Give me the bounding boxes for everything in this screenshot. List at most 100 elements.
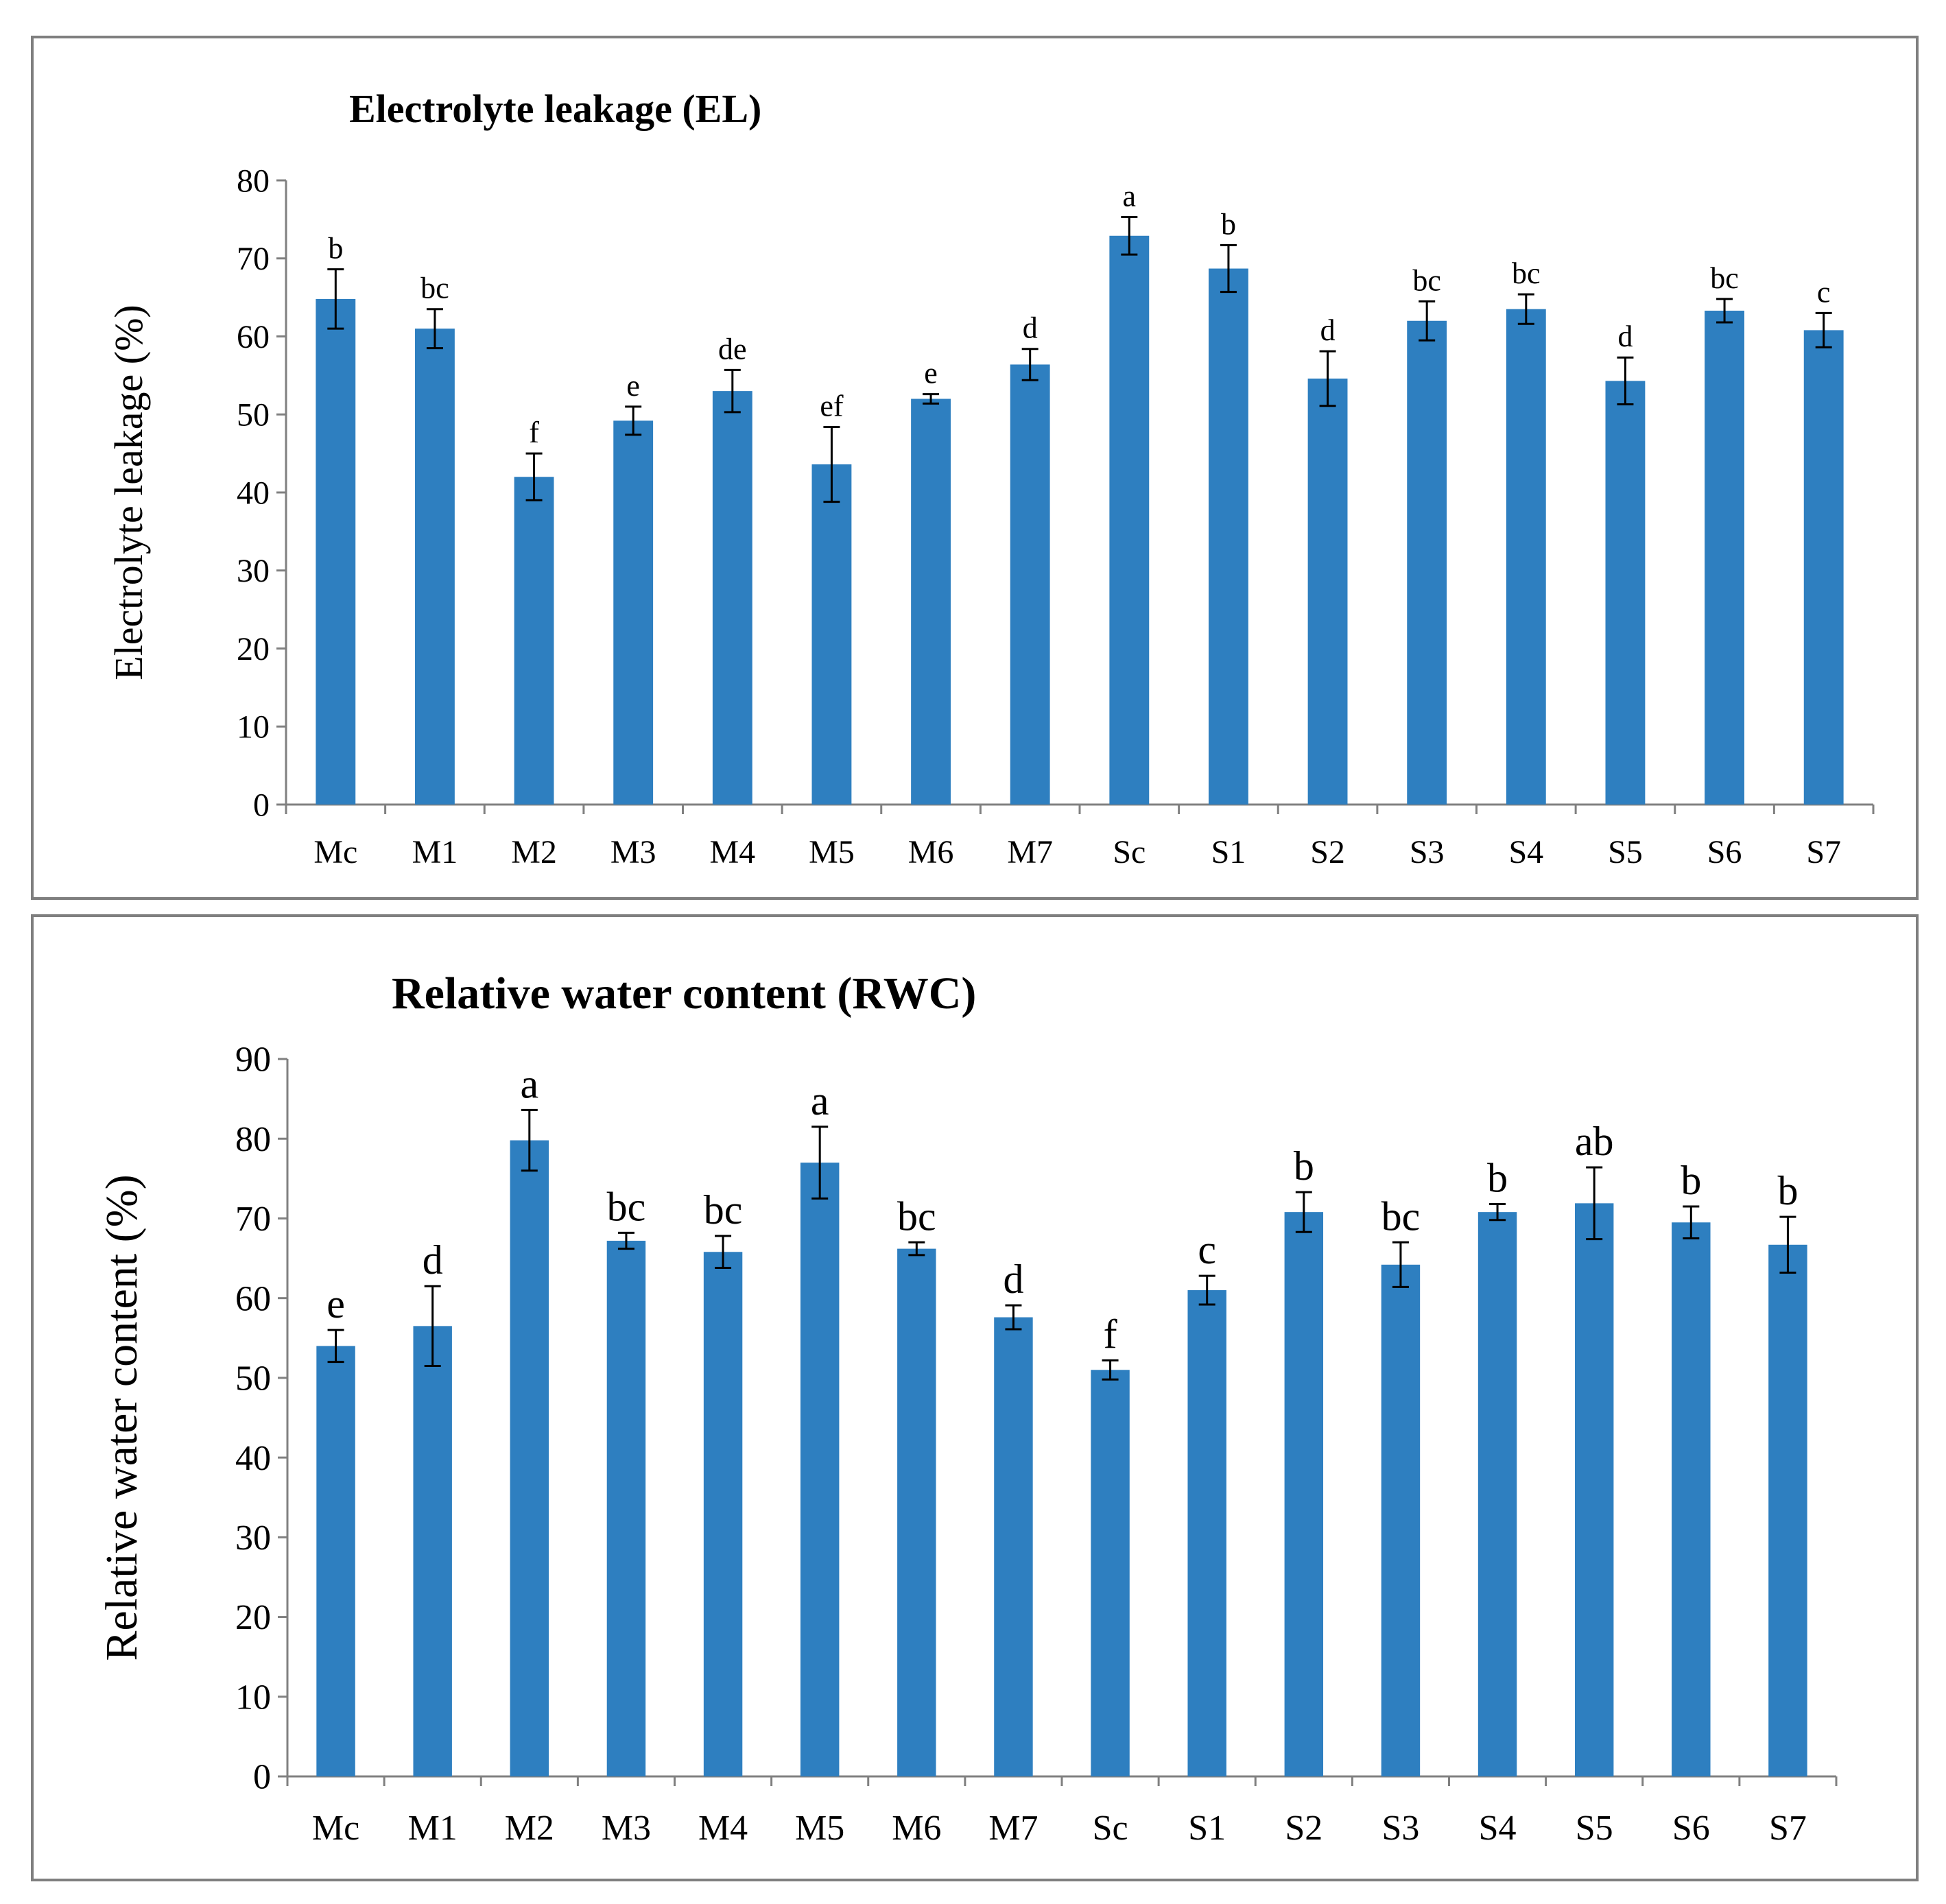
y-axis-label: Electrolyte leakage (%) (106, 305, 151, 680)
significance-label-S5: ab (1575, 1119, 1614, 1164)
significance-label-M7: d (1023, 311, 1038, 345)
x-tick-label-M5: M5 (795, 1809, 844, 1848)
y-tick-label: 80 (235, 1120, 271, 1159)
bar-S7 (1768, 1244, 1807, 1776)
y-tick-label: 80 (237, 163, 270, 199)
bar-M5 (800, 1163, 840, 1776)
bar-Sc (1091, 1370, 1130, 1776)
x-tick-label-M4: M4 (709, 834, 755, 870)
significance-label-S3: bc (1412, 263, 1441, 297)
x-tick-label-M6: M6 (908, 834, 954, 870)
y-tick-label: 30 (235, 1519, 271, 1558)
significance-label-S5: d (1617, 320, 1633, 353)
electrolyte-leakage-panel: Electrolyte leakage (EL) Electrolyte leak… (31, 36, 1919, 900)
significance-label-M6: e (924, 357, 938, 390)
y-tick-label: 10 (237, 709, 270, 746)
x-tick-label-Mc: Mc (313, 834, 357, 870)
x-tick-label-S2: S2 (1285, 1809, 1322, 1848)
x-tick-label-S2: S2 (1310, 834, 1345, 870)
x-tick-label-Sc: Sc (1113, 834, 1146, 870)
x-tick-label-S6: S6 (1707, 834, 1742, 870)
electrolyte-leakage-chart: Electrolyte leakage (EL) Electrolyte leak… (106, 86, 1875, 870)
x-tick-label-S1: S1 (1188, 1809, 1226, 1848)
chart-title: Electrolyte leakage (EL) (349, 86, 761, 131)
significance-label-M4: de (718, 332, 747, 366)
x-tick-label-M7: M7 (1007, 834, 1053, 870)
y-tick-label: 10 (235, 1678, 271, 1717)
y-tick-label: 40 (237, 475, 270, 511)
significance-label-M2: a (520, 1061, 538, 1106)
x-tick-label-M2: M2 (505, 1809, 554, 1848)
significance-label-S1: c (1198, 1227, 1216, 1272)
significance-label-Mc: b (328, 232, 343, 265)
bar-M3 (613, 420, 654, 805)
bar-M1 (415, 329, 455, 805)
significance-label-M1: d (423, 1237, 443, 1283)
significance-label-M5: ef (820, 389, 844, 423)
y-tick-label: 30 (237, 553, 270, 589)
y-tick-label: 60 (237, 319, 270, 355)
y-tick-label: 60 (235, 1279, 271, 1318)
x-tick-label-S4: S4 (1508, 834, 1543, 870)
bar-M2 (514, 477, 554, 805)
x-tick-label-M4: M4 (698, 1809, 748, 1848)
bar-M7 (1010, 364, 1050, 805)
x-tick-label-S1: S1 (1211, 834, 1246, 870)
y-tick-label: 0 (253, 787, 270, 823)
significance-label-M1: bc (420, 272, 449, 305)
bar-M6 (911, 398, 951, 805)
x-tick-label-M5: M5 (809, 834, 855, 870)
x-tick-label-S4: S4 (1479, 1809, 1517, 1848)
significance-label-S4: b (1487, 1156, 1508, 1201)
significance-label-S1: b (1221, 207, 1236, 241)
significance-label-M2: f (529, 416, 539, 449)
x-tick-label-S7: S7 (1806, 834, 1841, 870)
bar-Mc (316, 298, 356, 805)
bar-S4 (1478, 1212, 1517, 1776)
significance-label-S3: bc (1381, 1193, 1421, 1239)
x-tick-label-S5: S5 (1608, 834, 1643, 870)
bar-M7 (994, 1317, 1033, 1776)
bar-S6 (1705, 310, 1744, 805)
x-tick-label-M1: M1 (412, 834, 458, 870)
x-tick-label-S5: S5 (1576, 1809, 1613, 1848)
significance-label-S6: bc (1710, 261, 1739, 295)
x-tick-label-Mc: Mc (312, 1809, 359, 1848)
bar-M2 (510, 1140, 549, 1776)
x-tick-label-M3: M3 (610, 834, 656, 870)
bar-M5 (811, 464, 852, 805)
y-axis-label: Relative water content (%) (97, 1174, 147, 1661)
y-tick-label: 90 (235, 1040, 271, 1080)
significance-label-Sc: a (1123, 179, 1137, 213)
x-tick-label-S3: S3 (1410, 834, 1445, 870)
y-tick-label: 20 (237, 631, 270, 667)
bar-M4 (712, 391, 752, 805)
bar-S3 (1381, 1264, 1421, 1776)
significance-label-M6: bc (897, 1193, 936, 1239)
significance-label-S7: c (1817, 275, 1831, 309)
bar-S5 (1574, 1203, 1614, 1776)
y-tick-label: 50 (235, 1359, 271, 1399)
x-tick-label-S6: S6 (1672, 1809, 1710, 1848)
significance-label-Mc: e (327, 1281, 345, 1326)
chart-title: Relative water content (RWC) (392, 968, 976, 1019)
relative-water-content-chart: Relative water content (RWC) Relative wat… (97, 968, 1838, 1848)
bar-M1 (413, 1326, 452, 1776)
x-tick-label-M6: M6 (892, 1809, 941, 1848)
significance-label-S2: b (1294, 1143, 1314, 1189)
x-tick-label-Sc: Sc (1093, 1809, 1128, 1848)
bar-Mc (316, 1346, 355, 1776)
significance-label-Sc: f (1104, 1311, 1117, 1357)
x-tick-label-M7: M7 (988, 1809, 1038, 1848)
significance-label-M3: e (626, 369, 640, 403)
bar-M4 (703, 1252, 743, 1776)
x-tick-label-S7: S7 (1769, 1809, 1807, 1848)
x-tick-label-S3: S3 (1381, 1809, 1419, 1848)
significance-label-S7: b (1777, 1168, 1798, 1213)
relative-water-content-panel: Relative water content (RWC) Relative wat… (31, 914, 1919, 1881)
significance-label-S2: d (1320, 313, 1336, 347)
bar-M3 (606, 1240, 646, 1776)
x-tick-label-M3: M3 (602, 1809, 651, 1848)
bar-S1 (1187, 1290, 1226, 1776)
bar-Sc (1109, 235, 1150, 805)
